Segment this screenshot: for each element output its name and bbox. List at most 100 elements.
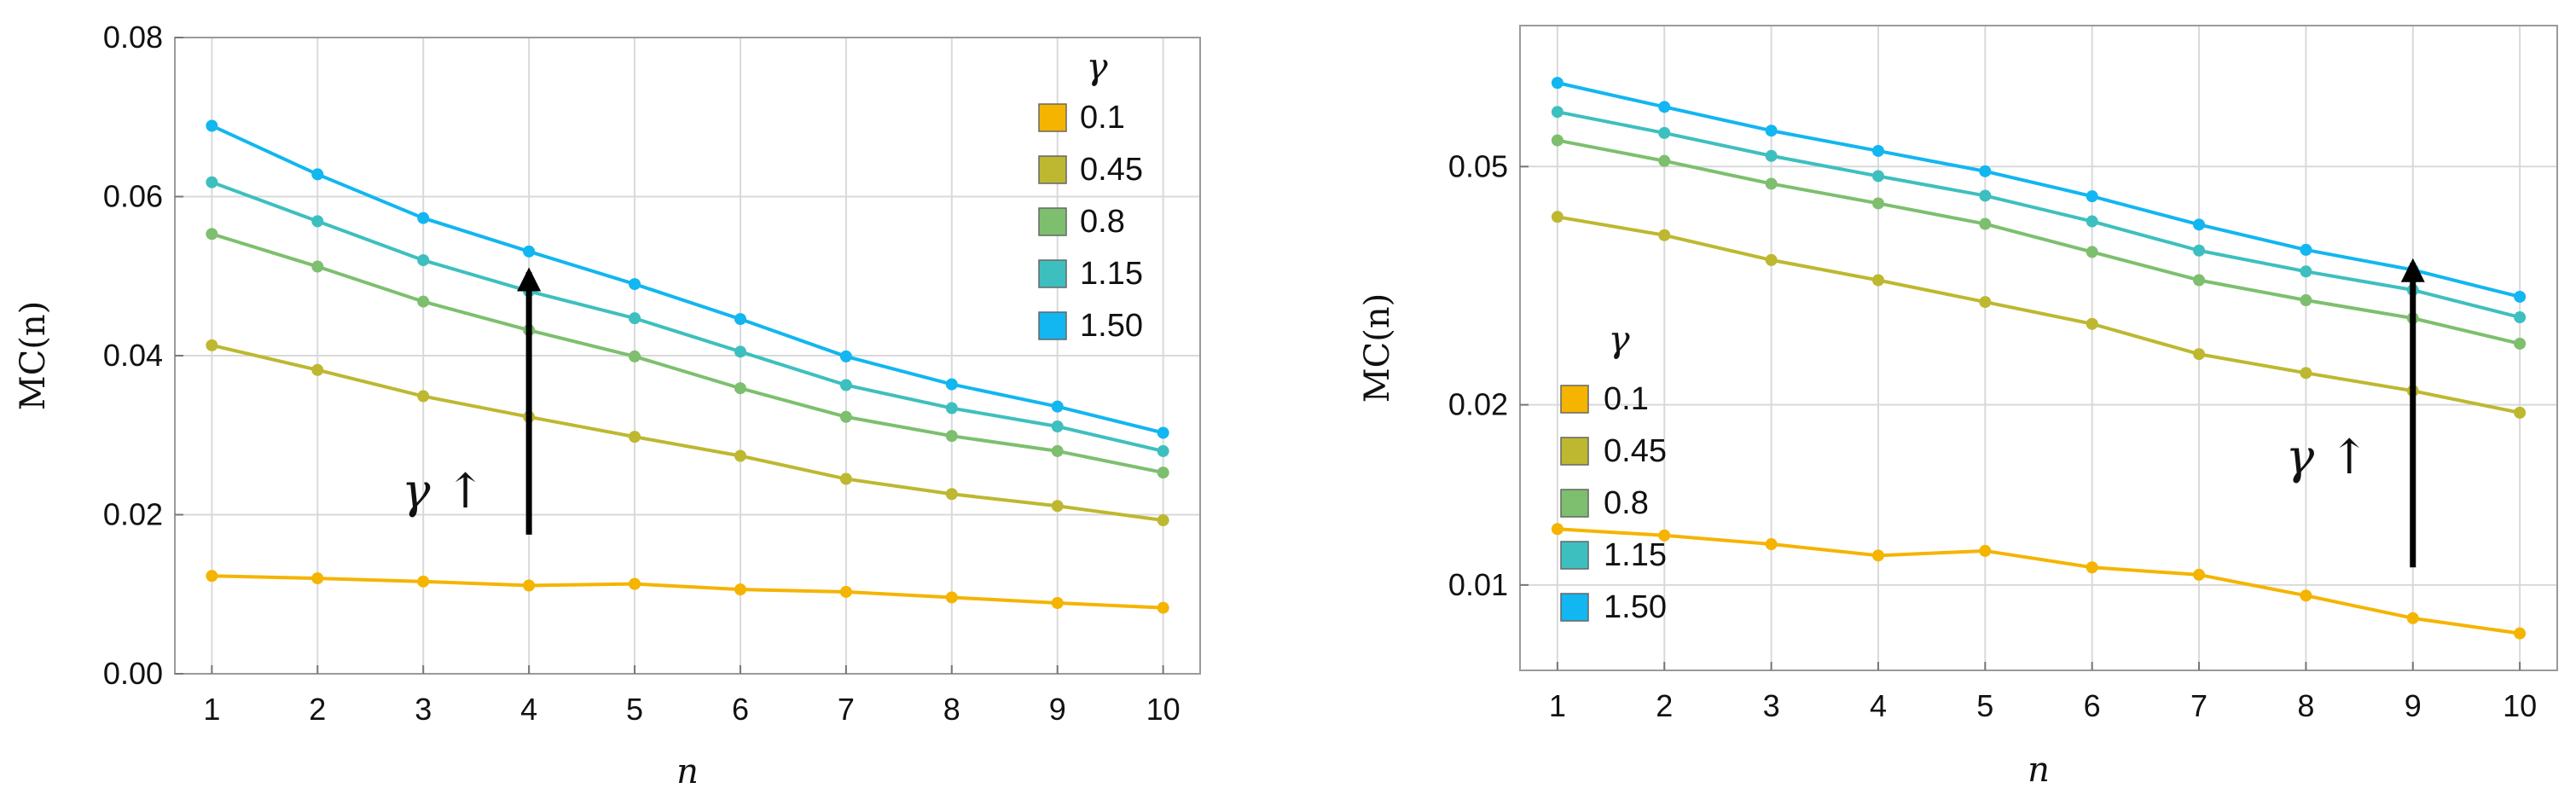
data-point — [2193, 348, 2206, 361]
y-tick-label: 0.06 — [103, 179, 163, 214]
data-point — [734, 583, 746, 596]
data-point — [417, 295, 430, 308]
series-0_1 — [206, 570, 1169, 614]
data-point — [629, 350, 641, 362]
x-tick-label: 6 — [732, 692, 749, 727]
y-tick-label: 0.08 — [103, 20, 163, 55]
data-point — [2300, 243, 2312, 256]
plot-frame — [1519, 25, 2558, 671]
y-tick-label: 0.04 — [103, 338, 163, 373]
chart-right: 1 2 3 4 5 6 7 8 9 10 0.01 0.02 0.05 n MC(n) γ ↑ γ 0.1 0.45… — [1358, 25, 2558, 790]
data-point — [734, 449, 746, 462]
legend: γ 0.1 0.45 0.8 1.15 1.50 — [1560, 318, 1667, 625]
legend: γ 0.1 0.45 0.8 1.15 1.50 — [1038, 45, 1143, 344]
data-point — [417, 254, 430, 267]
data-point — [1765, 125, 1778, 137]
data-point — [1871, 549, 1884, 562]
legend-swatch — [1560, 385, 1589, 414]
data-point — [523, 245, 536, 258]
data-point — [311, 572, 324, 585]
series-0_1 — [1551, 523, 2527, 640]
series-0_45 — [206, 339, 1169, 527]
legend-swatch — [1560, 541, 1589, 570]
data-point — [2193, 244, 2206, 257]
data-point — [839, 472, 852, 485]
data-point — [206, 119, 218, 132]
data-point — [1658, 229, 1671, 241]
data-point — [1051, 400, 1064, 413]
series-line — [211, 343, 1163, 523]
data-point — [1765, 253, 1778, 266]
legend-title: γ — [1086, 45, 1108, 87]
data-point — [523, 579, 536, 592]
x-tick-label: 1 — [1549, 688, 1566, 723]
legend-label: 0.8 — [1604, 485, 1649, 521]
data-point — [945, 591, 958, 604]
legend-swatch — [1038, 103, 1067, 132]
data-point — [311, 363, 324, 376]
x-tick-label: 5 — [626, 692, 643, 727]
y-tick-label: 0.00 — [103, 656, 163, 691]
data-point — [629, 312, 641, 325]
data-point — [839, 410, 852, 423]
data-point — [945, 430, 958, 443]
y-tick-label: 0.01 — [1448, 567, 1508, 602]
series-line — [1557, 81, 2521, 299]
data-point — [1658, 529, 1671, 542]
y-axis-label: MC(n) — [1358, 293, 1397, 403]
data-point — [2086, 317, 2098, 330]
chart-left: 1 2 3 4 5 6 7 8 9 10 0.00 0.02 0.04 0.06 0.08 n MC(n) γ ↑… — [14, 20, 1201, 791]
data-point — [206, 228, 218, 241]
data-point — [734, 313, 746, 326]
data-point — [1551, 523, 1564, 536]
x-tick-label: 8 — [2297, 688, 2314, 723]
data-point — [629, 577, 641, 590]
data-point — [2514, 406, 2527, 419]
data-point — [839, 350, 852, 362]
x-tick-label: 8 — [943, 692, 960, 727]
data-point — [1658, 154, 1671, 167]
x-tick-label: 9 — [2405, 688, 2422, 723]
legend-label: 0.1 — [1080, 100, 1125, 136]
data-point — [629, 278, 641, 291]
data-point — [1551, 134, 1564, 147]
y-tick-label: 0.02 — [103, 497, 163, 532]
x-tick-label: 10 — [1146, 692, 1181, 727]
data-point — [1551, 77, 1564, 90]
series-0_8 — [206, 228, 1169, 479]
legend-label: 0.1 — [1604, 381, 1649, 417]
x-tick-label: 2 — [1656, 688, 1673, 723]
data-point — [417, 575, 430, 588]
series-line — [1557, 138, 2521, 345]
data-point — [734, 382, 746, 395]
data-point — [2300, 265, 2312, 278]
x-tick-label: 1 — [203, 692, 220, 727]
data-point — [1765, 177, 1778, 190]
series-1_15 — [1551, 106, 2527, 324]
data-point — [1051, 444, 1064, 457]
data-point — [945, 488, 958, 501]
series-1_50 — [1551, 77, 2527, 303]
legend-label: 0.45 — [1604, 433, 1667, 469]
x-tick-label: 3 — [1763, 688, 1780, 723]
data-point — [734, 345, 746, 358]
data-point — [417, 212, 430, 224]
legend-label: 1.50 — [1604, 589, 1667, 625]
data-point — [2514, 311, 2527, 324]
legend-title: γ — [1608, 318, 1630, 360]
series-0_45 — [1551, 211, 2527, 419]
data-point — [839, 585, 852, 598]
x-tick-label: 4 — [1870, 688, 1887, 723]
legend-swatch — [1038, 207, 1067, 236]
data-point — [1051, 500, 1064, 513]
data-point — [2300, 294, 2312, 307]
series-line — [1557, 215, 2521, 414]
data-point — [206, 570, 218, 583]
data-point — [206, 339, 218, 351]
x-axis-label: n — [2028, 751, 2050, 790]
y-tick-label: 0.05 — [1448, 148, 1508, 183]
data-point — [1157, 444, 1169, 457]
data-point — [1658, 101, 1671, 113]
data-point — [1979, 544, 1992, 557]
